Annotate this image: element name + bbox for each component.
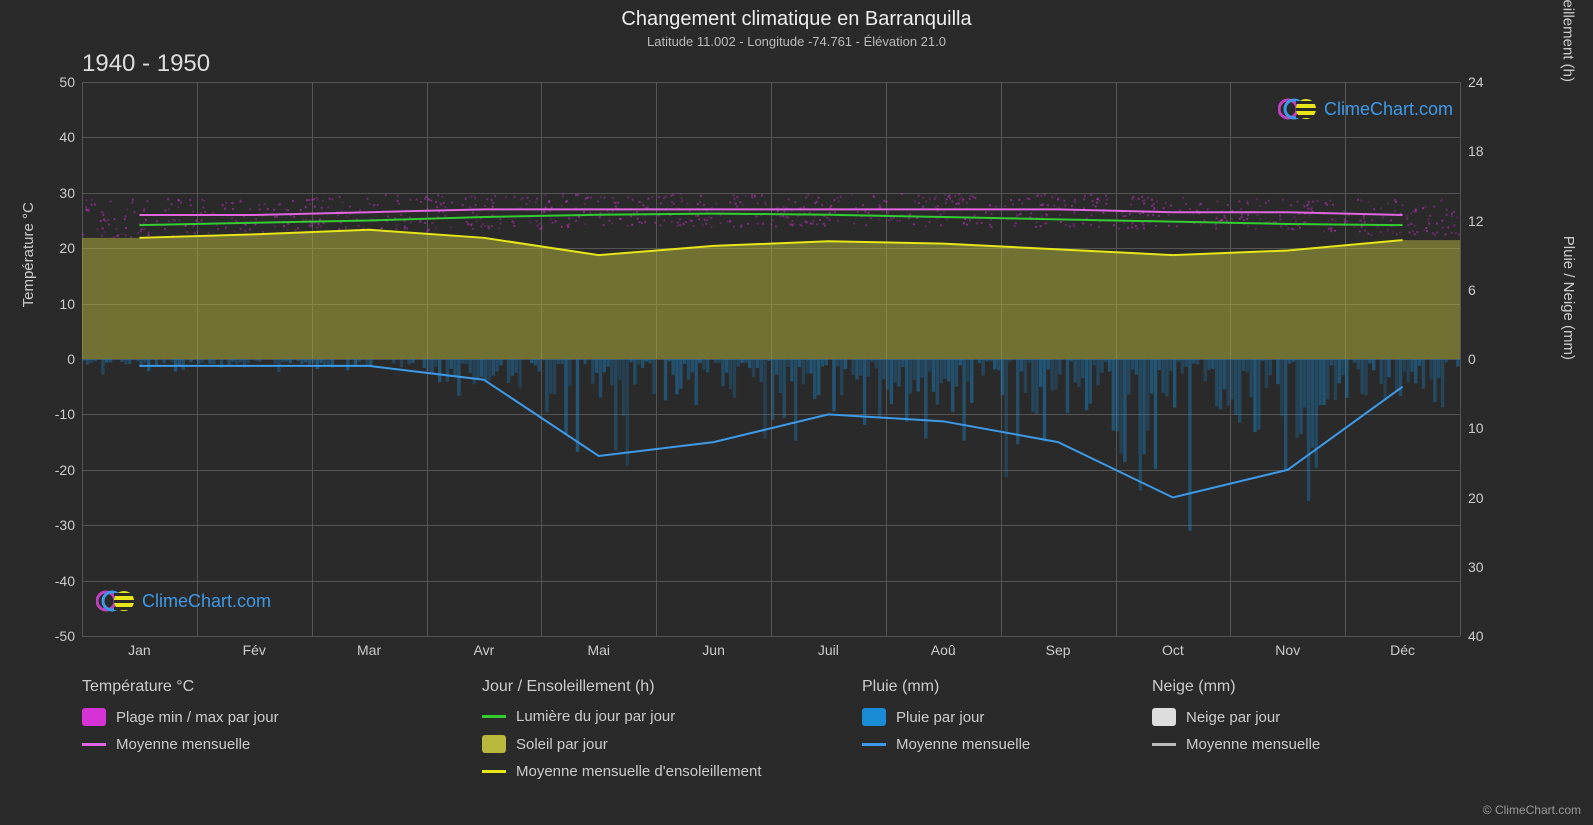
left-axis-tick: -20 xyxy=(33,462,75,478)
legend-swatch-icon xyxy=(82,708,106,726)
month-label: Aoû xyxy=(931,642,956,658)
chart-title: Changement climatique en Barranquilla xyxy=(0,8,1593,31)
right-axis-top-title: Jour / Ensoleillement (h) xyxy=(1560,0,1577,82)
left-axis-tick: -50 xyxy=(33,628,75,644)
right-axis-top-tick: 6 xyxy=(1468,282,1510,298)
legend-item-label: Moyenne mensuelle xyxy=(1186,736,1320,753)
watermark-text: ClimeChart.com xyxy=(1324,99,1453,120)
left-axis-tick: 20 xyxy=(33,240,75,256)
legend-item: Moyenne mensuelle xyxy=(1152,736,1442,753)
left-axis-tick: -30 xyxy=(33,517,75,533)
climate-chart: Changement climatique en Barranquilla La… xyxy=(0,0,1593,825)
legend-item: Pluie par jour xyxy=(862,708,1152,726)
gridline-v xyxy=(1460,82,1461,636)
left-axis-tick: 10 xyxy=(33,296,75,312)
legend-column: Neige (mm) Neige par jour Moyenne mensuell… xyxy=(1152,678,1442,790)
chart-lines xyxy=(82,82,1460,636)
legend-swatch-icon xyxy=(482,735,506,753)
month-label: Sep xyxy=(1046,642,1071,658)
legend-column-title: Pluie (mm) xyxy=(862,678,1152,696)
legend-item: Moyenne mensuelle d'ensoleillement xyxy=(482,763,862,780)
temp-scatter-band xyxy=(82,193,1460,239)
logo-icon xyxy=(1278,96,1318,122)
legend-item: Moyenne mensuelle xyxy=(82,736,482,753)
chart-subtitle: Latitude 11.002 - Longitude -74.761 - Él… xyxy=(0,34,1593,49)
legend-item-label: Pluie par jour xyxy=(896,709,984,726)
legend-item-label: Neige par jour xyxy=(1186,709,1280,726)
right-axis-top-tick: 18 xyxy=(1468,143,1510,159)
watermark-text: ClimeChart.com xyxy=(142,591,271,612)
legend-item: Soleil par jour xyxy=(482,735,862,753)
legend-item: Plage min / max par jour xyxy=(82,708,482,726)
left-axis-tick: 40 xyxy=(33,129,75,145)
month-label: Oct xyxy=(1162,642,1184,658)
legend-line-icon xyxy=(482,715,506,718)
month-label: Juil xyxy=(818,642,839,658)
legend-line-icon xyxy=(1152,743,1176,746)
legend-item-label: Moyenne mensuelle d'ensoleillement xyxy=(516,763,762,780)
legend-item-label: Plage min / max par jour xyxy=(116,709,279,726)
month-label: Avr xyxy=(474,642,495,658)
right-axis-top-tick: 12 xyxy=(1468,213,1510,229)
legend-item-label: Moyenne mensuelle xyxy=(116,736,250,753)
month-label: Mai xyxy=(587,642,610,658)
left-axis-tick: -10 xyxy=(33,406,75,422)
legend-swatch-icon xyxy=(1152,708,1176,726)
legend-swatch-icon xyxy=(862,708,886,726)
legend-column: Pluie (mm) Pluie par jour Moyenne mensuell… xyxy=(862,678,1152,790)
legend-item-label: Lumière du jour par jour xyxy=(516,708,675,725)
watermark-top: ClimeChart.com xyxy=(1278,96,1453,122)
left-axis-tick: -40 xyxy=(33,573,75,589)
legend-item-label: Soleil par jour xyxy=(516,736,608,753)
gridline-h xyxy=(82,636,1460,637)
month-label: Nov xyxy=(1275,642,1300,658)
legend-line-icon xyxy=(82,743,106,746)
right-axis-bottom-tick: 10 xyxy=(1468,420,1510,436)
left-axis-tick: 0 xyxy=(33,351,75,367)
sun-area xyxy=(82,230,1460,359)
legend-column-title: Jour / Ensoleillement (h) xyxy=(482,678,862,696)
month-label: Mar xyxy=(357,642,381,658)
year-range-label: 1940 - 1950 xyxy=(82,50,210,78)
watermark-bottom: ClimeChart.com xyxy=(96,588,271,614)
month-label: Jan xyxy=(128,642,151,658)
legend-column-title: Température °C xyxy=(82,678,482,696)
month-label: Fév xyxy=(243,642,266,658)
legend-item-label: Moyenne mensuelle xyxy=(896,736,1030,753)
legend-item: Lumière du jour par jour xyxy=(482,708,862,725)
legend-line-icon xyxy=(482,770,506,773)
legend-line-icon xyxy=(862,743,886,746)
legend: Température °C Plage min / max par jour Mo… xyxy=(82,678,1511,790)
month-label: Jun xyxy=(702,642,725,658)
left-axis-tick: 50 xyxy=(33,74,75,90)
plot-area xyxy=(82,82,1460,636)
left-axis-tick: 30 xyxy=(33,185,75,201)
legend-item: Moyenne mensuelle xyxy=(862,736,1152,753)
daylight-line xyxy=(139,214,1402,226)
right-axis-bottom-tick: 20 xyxy=(1468,490,1510,506)
legend-column: Température °C Plage min / max par jour Mo… xyxy=(82,678,482,790)
month-label: Déc xyxy=(1390,642,1415,658)
logo-icon xyxy=(96,588,136,614)
right-axis-bottom-tick: 40 xyxy=(1468,628,1510,644)
legend-item: Neige par jour xyxy=(1152,708,1442,726)
right-axis-bottom-title: Pluie / Neige (mm) xyxy=(1560,236,1577,360)
copyright: © ClimeChart.com xyxy=(1483,803,1581,817)
right-axis-bottom-tick: 30 xyxy=(1468,559,1510,575)
legend-column-title: Neige (mm) xyxy=(1152,678,1442,696)
right-axis-top-tick: 24 xyxy=(1468,74,1510,90)
legend-column: Jour / Ensoleillement (h) Lumière du jour… xyxy=(482,678,862,790)
rain-bars xyxy=(82,359,1460,531)
right-axis-top-tick: 0 xyxy=(1468,351,1510,367)
